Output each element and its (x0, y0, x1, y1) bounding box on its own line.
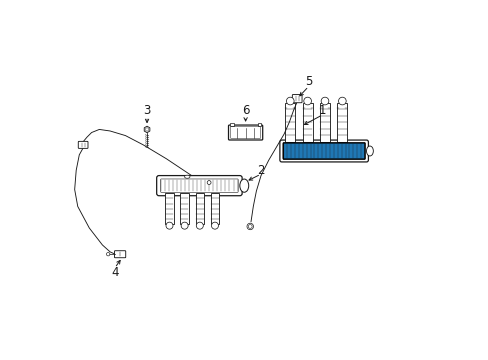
FancyBboxPatch shape (228, 125, 262, 140)
Ellipse shape (184, 175, 189, 178)
Text: 5: 5 (305, 75, 312, 88)
Circle shape (165, 222, 173, 229)
Bar (339, 103, 345, 108)
Circle shape (321, 97, 328, 105)
FancyBboxPatch shape (283, 143, 364, 159)
Bar (257, 123, 261, 126)
Text: 2: 2 (257, 164, 264, 177)
FancyBboxPatch shape (78, 141, 88, 148)
Text: 6: 6 (242, 104, 249, 117)
Bar (321, 103, 327, 108)
FancyBboxPatch shape (114, 251, 125, 258)
FancyBboxPatch shape (279, 140, 367, 162)
Bar (180, 193, 188, 224)
Bar (210, 193, 219, 224)
Bar (229, 123, 233, 126)
FancyBboxPatch shape (156, 176, 242, 196)
Circle shape (338, 97, 346, 105)
Bar (304, 103, 310, 108)
Circle shape (196, 222, 203, 229)
Circle shape (286, 97, 293, 105)
Text: 3: 3 (143, 104, 150, 117)
Bar (302, 103, 312, 142)
Bar (165, 193, 173, 224)
Circle shape (246, 223, 253, 230)
Text: 4: 4 (111, 266, 118, 279)
Ellipse shape (239, 179, 248, 192)
Bar (285, 103, 295, 142)
Circle shape (106, 252, 110, 256)
Circle shape (248, 225, 252, 228)
Circle shape (211, 222, 218, 229)
Ellipse shape (207, 181, 211, 184)
Circle shape (303, 97, 311, 105)
Bar (337, 103, 346, 142)
Bar (319, 103, 329, 142)
Bar (195, 193, 203, 224)
Ellipse shape (366, 146, 372, 156)
Circle shape (181, 222, 188, 229)
FancyBboxPatch shape (292, 95, 302, 103)
Text: 1: 1 (318, 104, 325, 117)
Bar (286, 103, 293, 108)
